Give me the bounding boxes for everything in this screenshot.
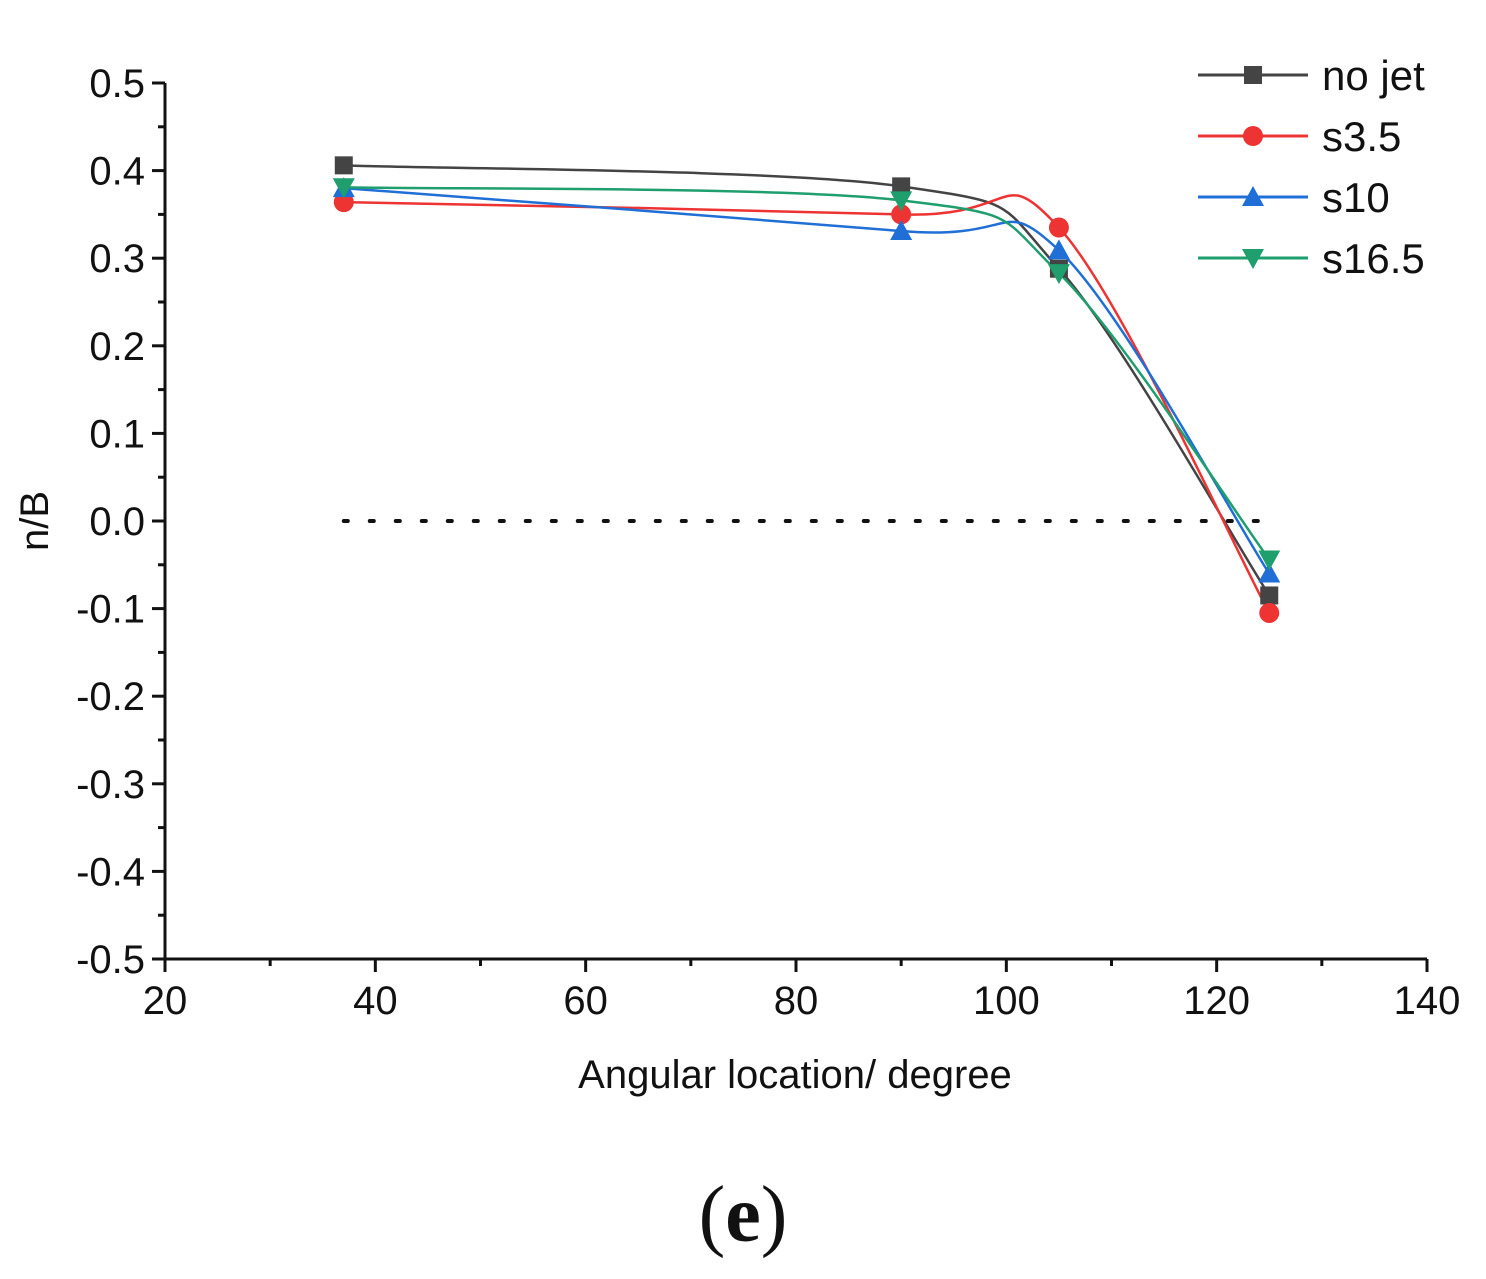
legend-marker <box>1244 66 1262 84</box>
legend: no jet s3.5 s10 s16.5 <box>1198 52 1425 282</box>
y-tick-label: -0.5 <box>76 938 145 982</box>
y-tick-label: 0.0 <box>89 500 145 544</box>
data-point-s3.5 <box>891 204 912 225</box>
x-tick-label: 60 <box>563 979 608 1023</box>
series-line-s16.5 <box>343 185 1271 561</box>
data-point-s16.5 <box>1047 264 1070 285</box>
series-lines-group <box>343 164 1271 614</box>
y-axis-title: n/B <box>13 491 57 551</box>
panel-label: (e) <box>698 1171 788 1259</box>
data-point-s10 <box>1047 239 1070 260</box>
x-tick-label: 80 <box>774 979 819 1023</box>
data-point-s16.5 <box>332 178 355 199</box>
y-tick-label: 0.2 <box>89 325 145 369</box>
y-tick-label: -0.3 <box>76 763 145 807</box>
y-tick-label: -0.2 <box>76 675 145 719</box>
data-point-s3.5 <box>333 192 354 213</box>
x-tick-label: 20 <box>143 979 188 1023</box>
data-point-no-jet <box>334 156 353 175</box>
axes-group <box>152 81 1429 972</box>
series-line-s3.5 <box>343 194 1271 614</box>
x-tick-label: 140 <box>1394 979 1461 1023</box>
legend-marker <box>1242 186 1264 206</box>
x-tick-label: 40 <box>353 979 398 1023</box>
data-point-no-jet <box>1260 586 1279 605</box>
legend-marker <box>1243 126 1263 146</box>
y-tick-label: 0.3 <box>89 237 145 281</box>
y-tick-label: 0.1 <box>89 412 145 456</box>
series-line-no-jet <box>343 164 1271 597</box>
data-point-s10 <box>890 220 913 241</box>
legend-label: no jet <box>1322 52 1425 99</box>
y-tick-label: 0.5 <box>89 62 145 106</box>
legend-label: s3.5 <box>1322 113 1401 160</box>
x-tick-label: 120 <box>1183 979 1250 1023</box>
panel-label-letter: e <box>725 1171 761 1259</box>
series-markers-group <box>332 156 1281 623</box>
y-tick-label: 0.4 <box>89 150 145 194</box>
data-point-no-jet <box>892 177 911 196</box>
line-chart: 20 40 60 80 100 120 140 -0.5 -0.4 -0.3 -0.2 -0.1 0.0… <box>13 52 1460 1097</box>
legend-marker <box>1242 249 1264 269</box>
legend-label: s16.5 <box>1322 235 1425 282</box>
y-tick-label: -0.4 <box>76 850 145 894</box>
series-line-s10 <box>343 186 1271 575</box>
data-point-s10 <box>1258 562 1281 583</box>
legend-label: s10 <box>1322 174 1390 221</box>
data-point-s3.5 <box>1259 602 1280 623</box>
data-point-s16.5 <box>890 191 913 212</box>
tick-labels-group: 20 40 60 80 100 120 140 -0.5 -0.4 -0.3 -0.2 -0.1 0.0… <box>76 62 1460 1023</box>
x-axis-title: Angular location/ degree <box>578 1053 1012 1097</box>
data-point-s3.5 <box>1048 217 1069 238</box>
x-tick-label: 100 <box>973 979 1040 1023</box>
y-tick-label: -0.1 <box>76 588 145 632</box>
data-point-s16.5 <box>1258 550 1281 571</box>
